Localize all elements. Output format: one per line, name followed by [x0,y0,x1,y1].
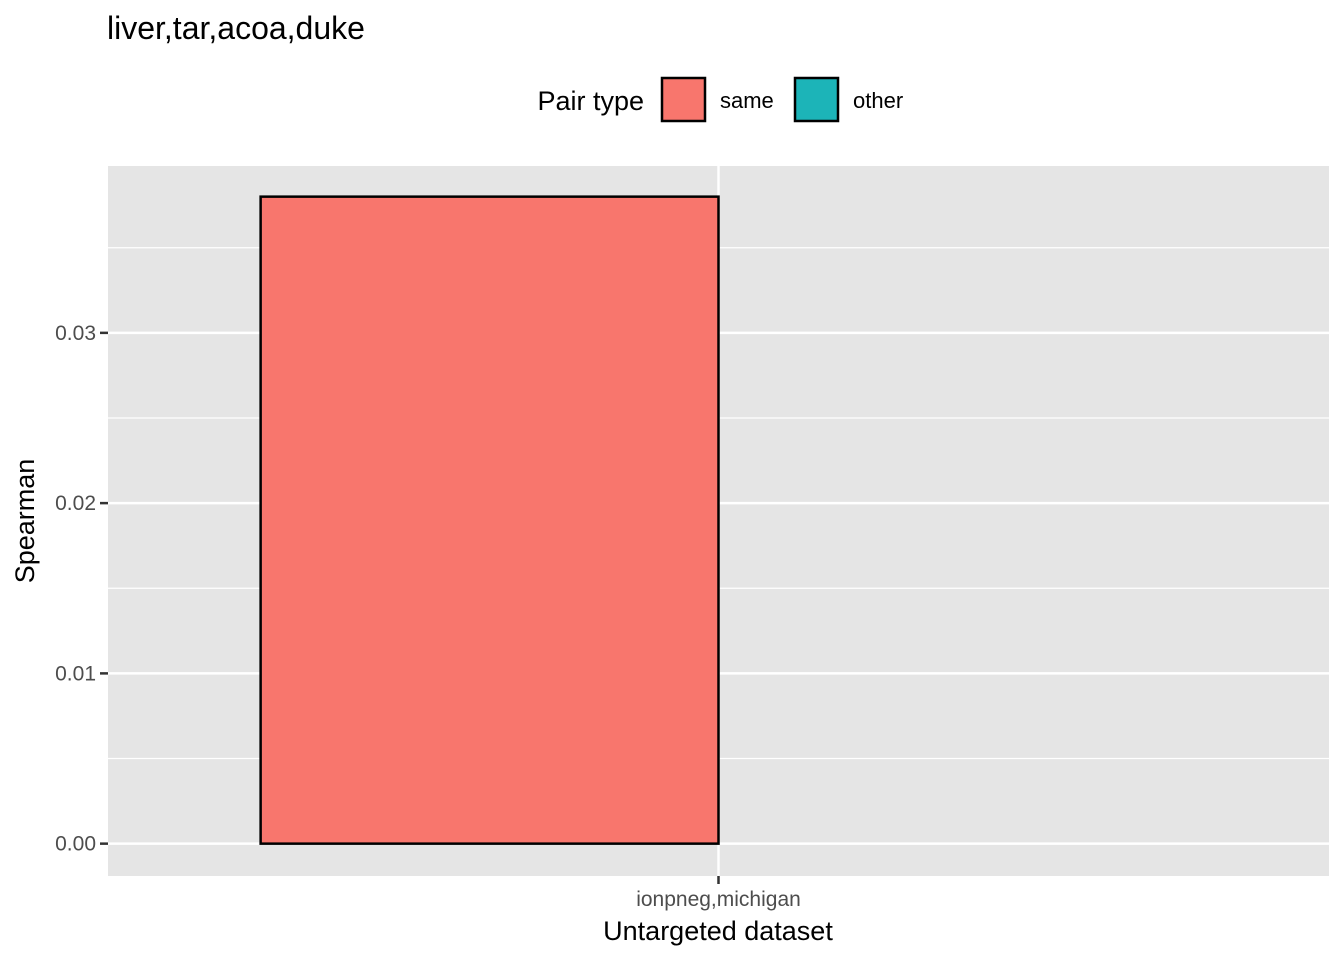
y-tick-label: 0.00 [55,833,96,856]
legend-label-same: same [720,88,774,113]
legend-label-other: other [853,88,903,113]
legend-key-same [660,76,707,123]
x-axis: ionpneg,michigan [636,876,801,911]
legend: Pair type same other [537,76,903,123]
bars [259,195,720,845]
x-tick-label: ionpneg,michigan [636,888,801,911]
y-tick-label: 0.01 [55,662,96,685]
legend-key-other [793,76,840,123]
y-tick-label: 0.03 [55,322,96,345]
y-axis: 0.00 0.01 0.02 0.03 [55,322,108,856]
chart-title: liver,tar,acoa,duke [107,10,365,46]
x-axis-title: Untargeted dataset [603,916,833,946]
bar-same [259,195,720,845]
y-tick-label: 0.02 [55,492,96,515]
legend-title: Pair type [537,86,644,116]
y-axis-title: Spearman [10,459,40,584]
